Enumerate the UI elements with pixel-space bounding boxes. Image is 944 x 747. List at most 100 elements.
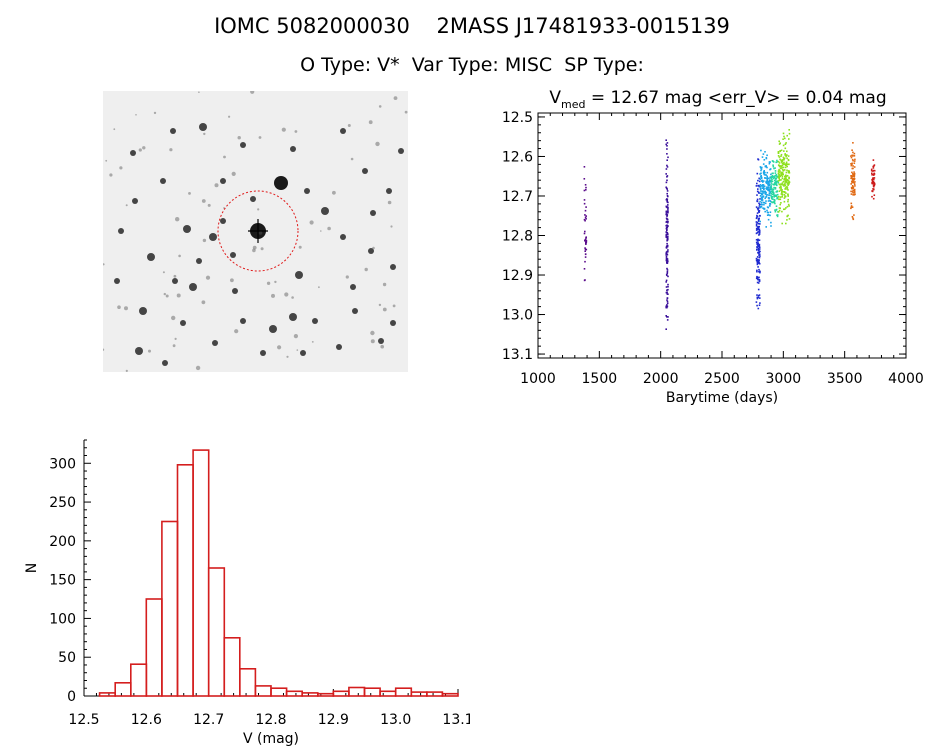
data-point bbox=[784, 187, 787, 190]
sky-faint-star bbox=[198, 91, 200, 93]
data-point bbox=[583, 166, 586, 168]
histogram-bar bbox=[363, 687, 381, 697]
data-point bbox=[756, 216, 758, 219]
data-point bbox=[784, 166, 787, 169]
data-point bbox=[756, 212, 759, 214]
data-point bbox=[757, 245, 760, 248]
data-point bbox=[765, 157, 768, 159]
data-point bbox=[763, 173, 766, 176]
sky-faint-star bbox=[372, 246, 375, 250]
data-point bbox=[780, 155, 782, 157]
data-point bbox=[781, 167, 783, 169]
data-point bbox=[759, 271, 761, 274]
data-point bbox=[666, 297, 669, 300]
y-tick-label: 150 bbox=[49, 573, 76, 589]
sky-faint-star bbox=[138, 148, 142, 152]
y-axis-label: N bbox=[24, 563, 40, 573]
data-point bbox=[758, 246, 761, 249]
sky-faint-star bbox=[165, 294, 169, 298]
data-point bbox=[665, 206, 668, 208]
data-point bbox=[665, 245, 668, 248]
data-point bbox=[757, 218, 760, 220]
data-point bbox=[772, 165, 775, 168]
data-point bbox=[761, 203, 763, 206]
data-point bbox=[756, 276, 759, 279]
data-point bbox=[760, 172, 762, 175]
sky-faint-star bbox=[188, 192, 191, 195]
data-point bbox=[771, 175, 774, 177]
data-point bbox=[583, 202, 586, 205]
data-point bbox=[873, 183, 876, 186]
data-point bbox=[783, 150, 785, 152]
data-point bbox=[778, 198, 780, 201]
data-point bbox=[776, 193, 779, 196]
data-point bbox=[772, 191, 775, 194]
data-point bbox=[781, 183, 783, 186]
data-point bbox=[778, 209, 781, 212]
x-tick-label: 4000 bbox=[888, 371, 924, 387]
data-point bbox=[770, 225, 772, 227]
sky-star bbox=[362, 168, 368, 174]
data-point bbox=[761, 156, 764, 158]
data-point bbox=[756, 281, 759, 284]
data-point bbox=[771, 201, 774, 204]
data-point bbox=[760, 168, 763, 170]
data-point bbox=[778, 177, 780, 180]
data-point bbox=[778, 207, 781, 209]
data-point bbox=[777, 152, 780, 154]
sky-faint-star bbox=[205, 275, 211, 280]
data-point bbox=[767, 189, 769, 192]
sky-star bbox=[295, 271, 303, 279]
data-point bbox=[871, 190, 873, 192]
sky-star bbox=[132, 198, 138, 204]
data-point bbox=[786, 175, 789, 177]
data-point bbox=[854, 181, 856, 183]
data-point bbox=[768, 192, 771, 194]
data-point bbox=[777, 172, 780, 175]
sky-star bbox=[199, 123, 207, 131]
histogram-bar bbox=[192, 449, 210, 697]
sky-faint-star bbox=[178, 254, 181, 258]
data-point bbox=[666, 236, 669, 238]
data-point bbox=[666, 253, 668, 256]
data-point bbox=[667, 204, 669, 206]
data-point bbox=[758, 202, 760, 205]
sky-star bbox=[209, 233, 217, 241]
sky-star bbox=[340, 234, 346, 240]
sky-faint-star bbox=[176, 293, 181, 298]
sky-star bbox=[312, 318, 318, 324]
data-point bbox=[851, 171, 853, 174]
data-point bbox=[666, 300, 669, 303]
data-point bbox=[764, 202, 767, 205]
data-point bbox=[757, 282, 760, 284]
data-point bbox=[761, 166, 763, 169]
data-point bbox=[763, 203, 765, 206]
sky-faint-star bbox=[103, 348, 105, 351]
data-point bbox=[851, 180, 853, 183]
data-point bbox=[873, 169, 876, 172]
data-point bbox=[767, 188, 769, 190]
sky-star bbox=[160, 178, 166, 184]
data-point bbox=[759, 302, 761, 304]
data-point bbox=[585, 242, 587, 245]
data-point bbox=[666, 271, 669, 273]
data-point bbox=[781, 159, 784, 161]
data-point bbox=[852, 192, 855, 194]
x-tick-label: 1000 bbox=[520, 371, 556, 387]
data-point bbox=[782, 168, 784, 171]
data-point bbox=[779, 170, 781, 172]
data-point bbox=[585, 189, 587, 191]
data-point bbox=[766, 186, 768, 188]
data-point bbox=[666, 164, 668, 167]
sky-star bbox=[220, 218, 226, 224]
data-point bbox=[769, 188, 771, 190]
data-point bbox=[785, 154, 787, 156]
data-point bbox=[666, 299, 668, 301]
histogram-bar bbox=[114, 682, 132, 697]
data-point bbox=[850, 202, 853, 205]
data-point bbox=[786, 157, 788, 160]
sky-faint-star bbox=[234, 329, 239, 334]
data-point bbox=[778, 175, 780, 178]
data-point bbox=[758, 211, 760, 213]
data-point bbox=[852, 142, 854, 144]
